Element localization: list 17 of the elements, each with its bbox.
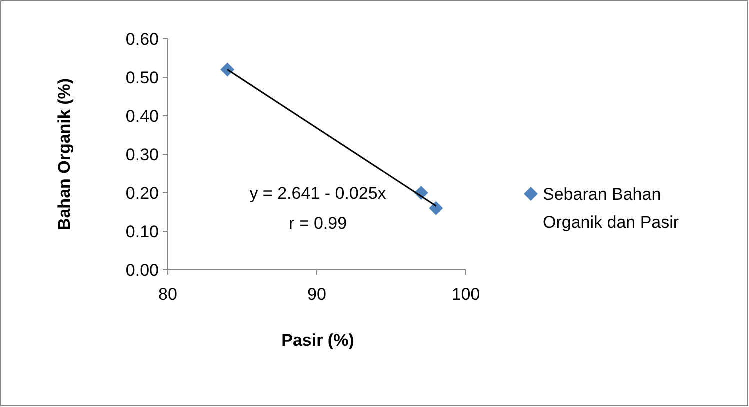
point xyxy=(429,201,444,216)
y-tick-label: 0.30 xyxy=(126,145,159,164)
annotation: y = 2.641 - 0.025x xyxy=(250,184,387,203)
y-tick-label: 0.10 xyxy=(126,222,159,242)
x-tick-label: 90 xyxy=(308,285,326,304)
legend-label: Sebaran Bahan Organik dan Pasir xyxy=(543,184,680,232)
point xyxy=(220,62,235,77)
x-axis-title: Pasir (%) xyxy=(282,331,354,350)
y-tick-label: 0.00 xyxy=(126,260,159,280)
y-tick-label: 0.60 xyxy=(126,30,159,49)
y-tick-label: 0.50 xyxy=(126,68,159,88)
x-tick-label: 80 xyxy=(158,285,178,304)
x-tick-label: 100 xyxy=(452,285,480,304)
y-tick-label: 0.20 xyxy=(126,184,159,203)
annotation: r = 0.99 xyxy=(288,214,348,233)
y-axis-title: Bahan Organik (%) xyxy=(55,78,74,231)
y-tick-label: 0.40 xyxy=(126,106,159,126)
